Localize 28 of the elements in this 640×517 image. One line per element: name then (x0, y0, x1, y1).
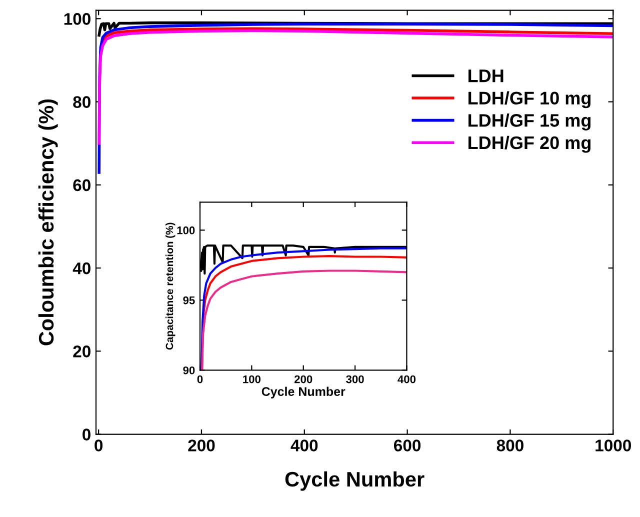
x-tick-label: 0 (94, 440, 103, 452)
legend-label: LDH/GF 15 mg (468, 114, 590, 130)
x-axis-title: Cycle Number (285, 471, 424, 491)
y-tick-label: 20 (73, 346, 90, 358)
y-tick-label: 60 (73, 179, 90, 192)
x-axis-title: Cycle Number (262, 386, 346, 398)
x-tick-label: 400 (398, 375, 416, 384)
y-tick-label: 80 (73, 96, 90, 108)
x-tick-label: 800 (496, 440, 524, 452)
x-tick-label: 200 (188, 440, 215, 452)
x-tick-label: 300 (346, 375, 364, 384)
y-axis-title: Capacitance retention (%) (166, 222, 176, 350)
y-tick-label: 90 (183, 366, 195, 374)
x-tick-label: 600 (394, 440, 421, 452)
legend-label: LDH/GF 10 mg (468, 91, 590, 108)
legend-label: LDH/GF 20 mg (468, 136, 590, 153)
x-tick-label: 100 (243, 375, 260, 384)
y-tick-label: 0 (82, 428, 90, 440)
y-tick-label: 100 (64, 13, 90, 25)
x-tick-label: 1000 (596, 440, 631, 452)
x-tick-label: 200 (294, 375, 312, 384)
x-tick-label: 400 (290, 440, 318, 452)
x-tick-label: 0 (197, 375, 203, 384)
y-tick-label: 100 (177, 226, 195, 234)
y-tick-label: 40 (72, 262, 90, 274)
y-tick-label: 95 (183, 296, 195, 304)
y-axis-title: Coloumbic efficiency (%) (38, 99, 58, 346)
legend-label: LDH (468, 70, 504, 82)
